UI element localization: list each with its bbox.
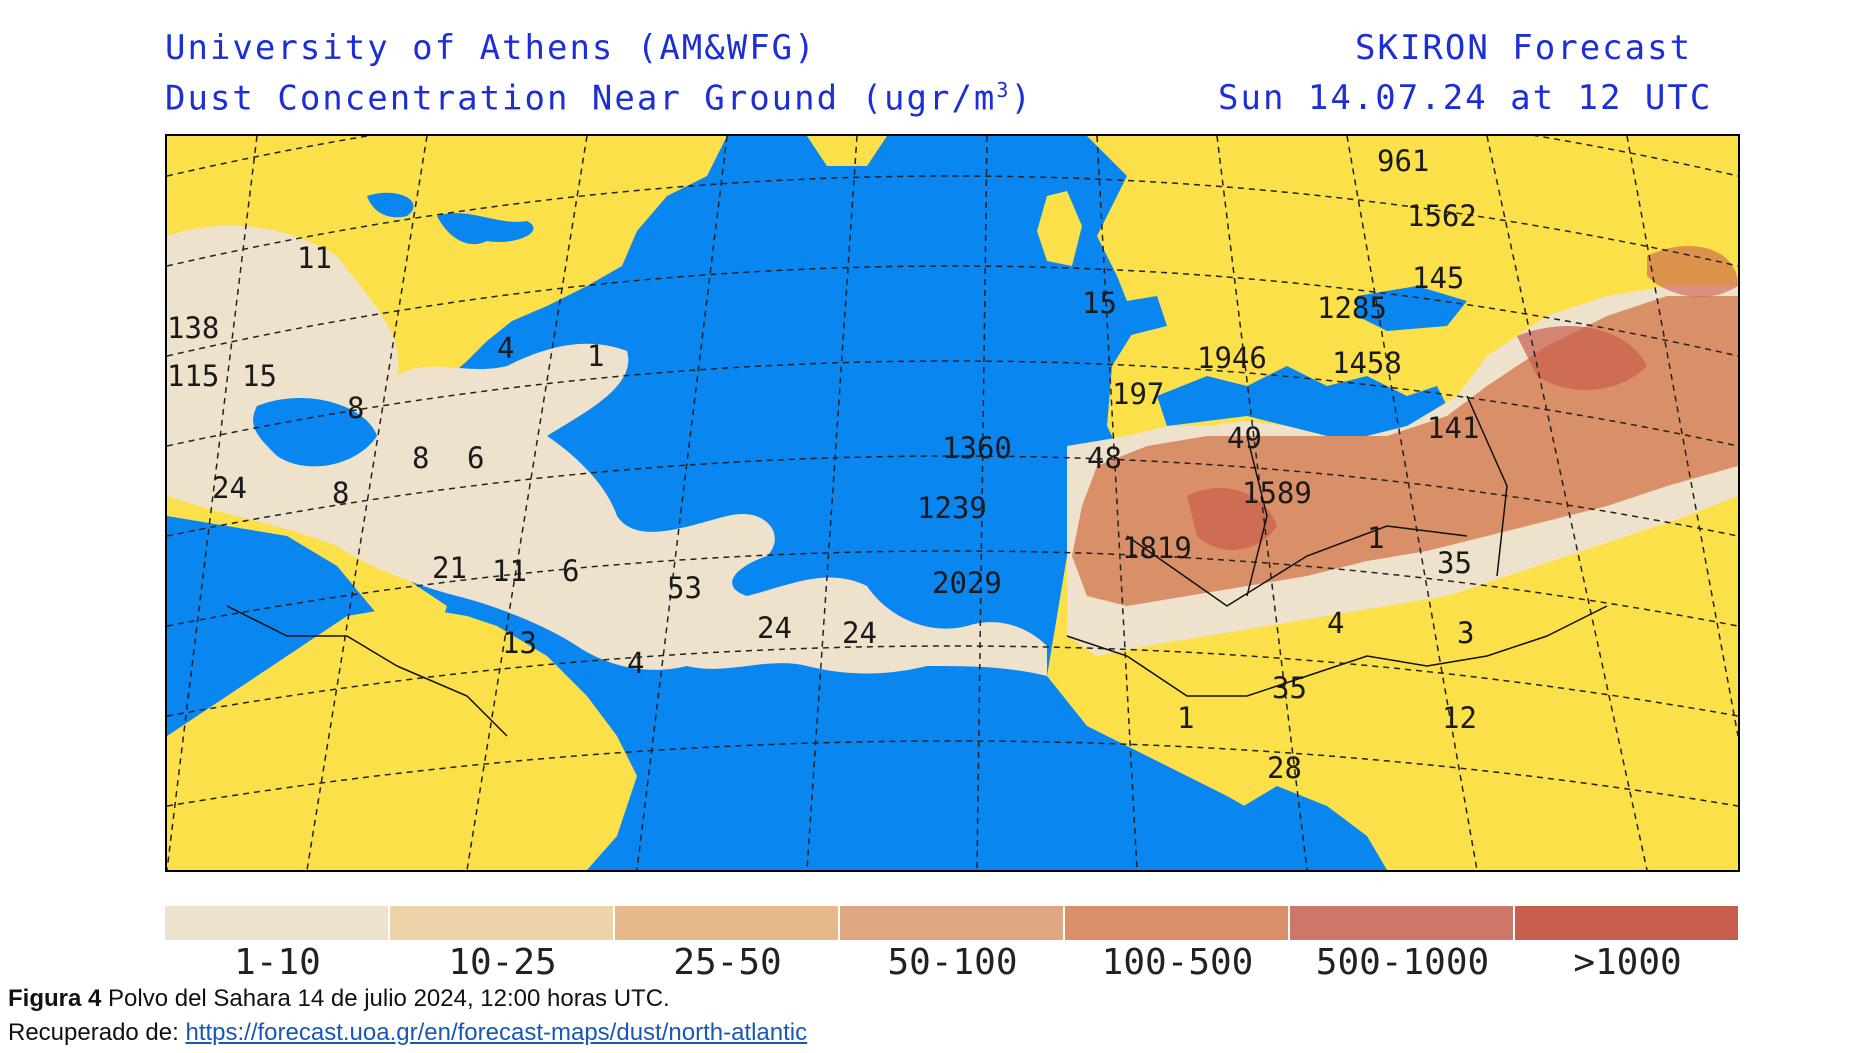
caption-line-2: Recuperado de: https://forecast.uoa.gr/e… (8, 1016, 807, 1050)
map-value-label: 1458 (1332, 346, 1402, 380)
header-title-left-1: University of Athens (AM&WFG) (165, 28, 817, 68)
dust-map: 11 138 115 15 4 1 8 8 6 24 8 21 11 6 53 24 24 13 4 961 1562 1… (165, 134, 1740, 872)
map-value-label: 12 (1442, 701, 1477, 735)
caption-figure-label: Figura 4 (8, 985, 102, 1012)
header-subtitle-sup: 3 (996, 78, 1011, 102)
mediterranean-sea (1157, 366, 1447, 436)
map-value-label: 8 (412, 441, 429, 475)
map-value-label: 1 (1177, 701, 1194, 735)
map-value-label: 28 (1267, 751, 1302, 785)
map-value-label: 11 (297, 241, 332, 275)
legend-label: 10-25 (448, 942, 557, 983)
caption-line-1: Figura 4 Polvo del Sahara 14 de julio 20… (8, 982, 807, 1016)
map-value-label: 1562 (1407, 199, 1477, 233)
map-value-label: 49 (1227, 421, 1262, 455)
map-value-label: 21 (432, 551, 467, 585)
legend-swatch (1065, 906, 1290, 940)
legend-label: 50-100 (887, 942, 1018, 983)
map-value-label: 4 (497, 331, 514, 365)
map-value-label: 24 (212, 471, 247, 505)
map-value-label: 145 (1412, 261, 1464, 295)
map-value-label: 138 (167, 311, 219, 345)
legend-label: 100-500 (1101, 942, 1254, 983)
country-borders (226, 395, 1608, 737)
header-title-left-2: Dust Concentration Near Ground (ugr/m3) (165, 78, 1033, 118)
legend-swatch (615, 906, 840, 940)
map-value-label: 8 (332, 476, 349, 510)
dust-sahara-peak-east (1517, 326, 1647, 390)
map-value-label: 3 (1457, 616, 1474, 650)
legend-label: >1000 (1573, 942, 1682, 983)
map-value-label: 1589 (1242, 476, 1312, 510)
map-value-label: 24 (757, 611, 792, 645)
map-value-label: 1946 (1197, 341, 1267, 375)
legend-swatch (165, 906, 390, 940)
caption-figure-text: Polvo del Sahara 14 de julio 2024, 12:00… (101, 985, 670, 1012)
map-value-label: 6 (467, 441, 484, 475)
legend-label: 25-50 (673, 942, 782, 983)
map-value-label: 961 (1377, 144, 1429, 178)
map-value-label: 53 (667, 571, 702, 605)
legend-labels: 1-10 10-25 25-50 50-100 100-500 500-1000 >1000 (165, 942, 1740, 983)
legend-swatch (1515, 906, 1740, 940)
header-subtitle-text: Dust Concentration Near Ground (ugr/m (165, 78, 997, 119)
graticule (167, 136, 1738, 870)
land-uk (1037, 191, 1082, 266)
map-value-label: 6 (562, 554, 579, 588)
map-value-label: 1239 (917, 491, 987, 525)
map-value-label: 1360 (942, 431, 1012, 465)
map-value-label: 13 (502, 626, 537, 660)
map-value-label: 115 (167, 359, 219, 393)
great-lakes (437, 213, 534, 245)
map-value-label: 141 (1427, 411, 1479, 445)
map-value-label: 4 (627, 646, 644, 680)
gulf-of-mexico (253, 397, 377, 467)
map-value-label: 48 (1087, 441, 1122, 475)
map-value-label: 1819 (1122, 531, 1192, 565)
map-value-label: 8 (347, 391, 364, 425)
map-value-label: 4 (1327, 606, 1344, 640)
legend-swatch (840, 906, 1065, 940)
bay-of-biscay (1097, 296, 1167, 336)
legend-label: 500-1000 (1315, 942, 1490, 983)
lake-superior (367, 192, 414, 218)
map-value-label: 1 (587, 339, 604, 373)
dust-band-americas (167, 225, 1047, 676)
land-greenland (807, 136, 887, 166)
map-value-label: 1285 (1317, 291, 1387, 325)
gulf-of-guinea (1227, 786, 1387, 870)
dust-sahara-peak-west (1187, 487, 1277, 550)
legend-bar (165, 906, 1740, 940)
dust-middle-east-peak (1647, 246, 1738, 297)
header-title-right-2: Sun 14.07.24 at 12 UTC (1218, 78, 1713, 118)
land-south-america (167, 606, 637, 870)
figure-caption: Figura 4 Polvo del Sahara 14 de julio 20… (8, 982, 807, 1050)
map-value-label: 197 (1112, 377, 1164, 411)
header-title-right-1: SKIRON Forecast (1355, 28, 1693, 68)
map-value-label: 15 (1082, 286, 1117, 320)
header-subtitle-end: ) (1010, 78, 1033, 119)
legend-label: 1-10 (234, 942, 321, 983)
map-value-label: 35 (1272, 671, 1307, 705)
caption-source-link[interactable]: https://forecast.uoa.gr/en/forecast-maps… (185, 1019, 808, 1046)
map-value-label: 35 (1437, 546, 1472, 580)
legend-swatch (1290, 906, 1515, 940)
black-sea (1357, 286, 1467, 331)
map-value-label: 1 (1367, 521, 1384, 555)
map-value-label: 2029 (932, 566, 1002, 600)
legend-swatch (390, 906, 615, 940)
map-value-label: 24 (842, 616, 877, 650)
map-value-label: 15 (242, 359, 277, 393)
caption-source-prefix: Recuperado de: (8, 1019, 186, 1046)
map-value-label: 11 (492, 554, 527, 588)
